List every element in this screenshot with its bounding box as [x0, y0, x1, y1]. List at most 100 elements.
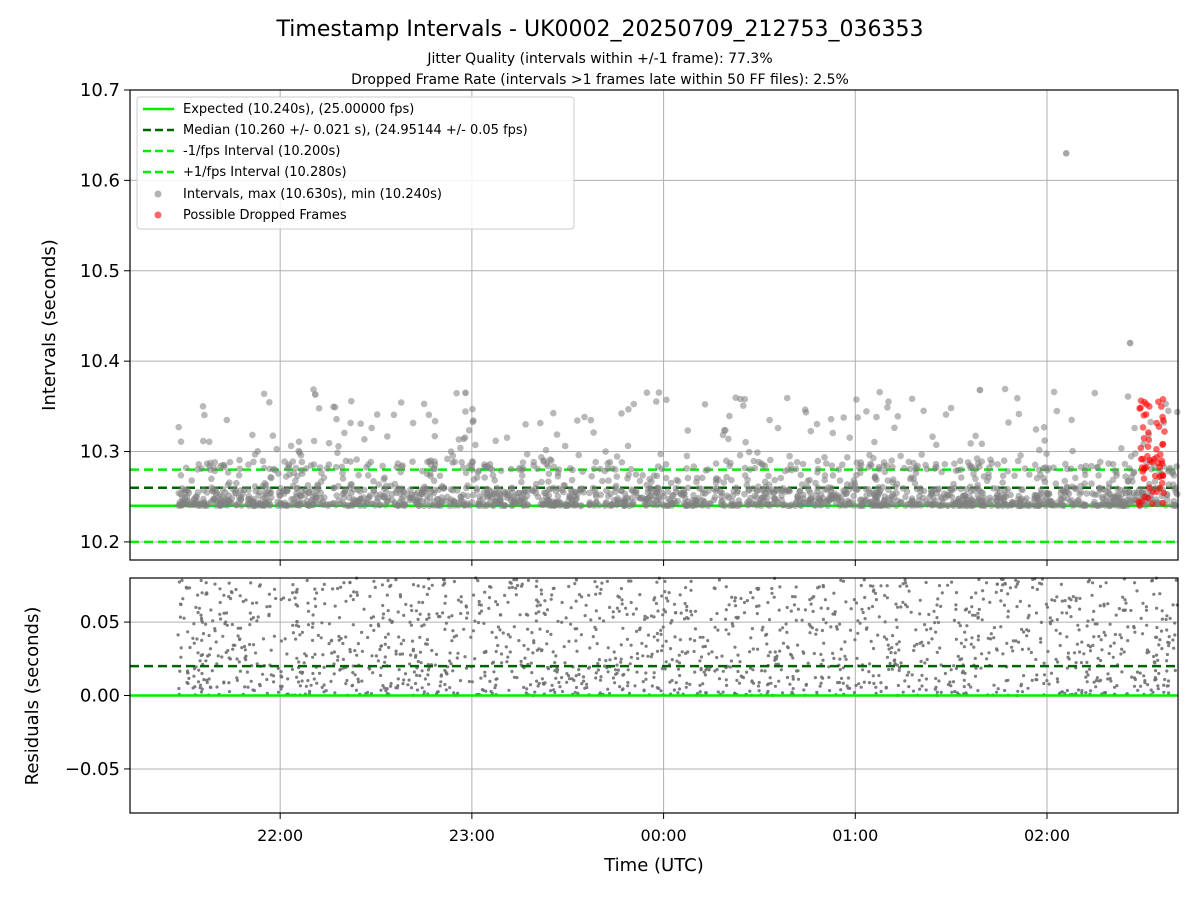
residual-point [821, 585, 826, 589]
residual-point [471, 629, 475, 633]
residual-point [290, 667, 294, 672]
residual-point [296, 680, 301, 684]
residual-point [438, 684, 442, 688]
residual-point [788, 682, 792, 686]
interval-point [1017, 452, 1024, 459]
interval-point [632, 489, 640, 497]
interval-point [1011, 472, 1018, 480]
interval-point [1166, 464, 1174, 472]
residual-point [417, 600, 421, 604]
residual-point [615, 671, 619, 675]
interval-point [233, 501, 240, 509]
interval-point [743, 499, 751, 507]
residual-point [291, 583, 295, 587]
interval-point [888, 457, 895, 465]
residual-point [448, 651, 452, 655]
residual-point [181, 597, 185, 601]
residual-point [935, 603, 939, 607]
residual-point [936, 620, 941, 625]
residual-point [919, 659, 923, 664]
interval-point [632, 471, 640, 478]
residual-point [348, 650, 352, 654]
residual-point [1103, 633, 1107, 637]
residual-point [1015, 605, 1019, 609]
dropped-frame-point [1155, 398, 1162, 406]
residual-point [388, 618, 392, 622]
residual-point [598, 678, 603, 682]
residual-point [507, 688, 511, 692]
residual-point [291, 623, 295, 628]
residual-point [1006, 592, 1010, 596]
residual-point [907, 685, 911, 689]
interval-point [767, 456, 774, 464]
interval-point [899, 485, 907, 492]
residual-point [1171, 638, 1175, 642]
residual-point [1080, 689, 1084, 693]
residual-point [1121, 595, 1125, 599]
residual-point [383, 660, 387, 664]
residual-point [1135, 589, 1139, 593]
intervals-y-tick-label-2: 10.4 [80, 351, 120, 372]
residual-point [920, 640, 924, 644]
interval-point [240, 486, 248, 494]
interval-point [718, 501, 725, 509]
residual-point [923, 623, 927, 627]
residual-point [704, 668, 708, 672]
residual-point [1173, 621, 1177, 625]
residual-point [693, 670, 697, 674]
residual-point [1091, 643, 1095, 648]
residual-point [356, 642, 360, 646]
residual-point [176, 633, 180, 637]
residual-point [248, 642, 252, 647]
residual-point [1167, 635, 1171, 639]
residual-point [652, 671, 656, 675]
residual-point [683, 601, 687, 606]
residual-point [741, 676, 746, 680]
interval-point [596, 465, 604, 473]
interval-point [1120, 502, 1127, 510]
intervals-y-tick-label-0: 10.2 [80, 532, 120, 553]
interval-point [1091, 389, 1099, 397]
residual-point [631, 612, 636, 616]
dropped-frame-point [1139, 424, 1147, 431]
x-tick-label-4: 02:00 [1024, 826, 1070, 845]
residual-point [447, 615, 451, 619]
interval-point [330, 484, 338, 492]
interval-point [950, 480, 957, 488]
interval-point [489, 502, 496, 509]
residual-point [731, 624, 735, 628]
dropped-frame-point [1161, 428, 1168, 435]
residual-point [1034, 657, 1038, 662]
residual-point [197, 606, 202, 610]
residual-point [316, 633, 320, 638]
residual-point [976, 634, 981, 638]
residual-point [435, 612, 439, 616]
interval-point [773, 501, 781, 508]
dropped-frame-point [1144, 443, 1152, 451]
interval-point [586, 489, 593, 497]
interval-point [348, 397, 355, 405]
interval-point [194, 489, 202, 496]
interval-point [185, 489, 193, 497]
residual-point [409, 686, 414, 690]
interval-point [1015, 492, 1023, 500]
residual-point [418, 635, 422, 640]
interval-point [829, 429, 837, 437]
chart-subtitle-jitter: Jitter Quality (intervals within +/-1 fr… [426, 51, 772, 67]
residual-point [641, 680, 645, 684]
residual-point [837, 680, 842, 685]
residual-point [371, 671, 375, 675]
residual-point [844, 600, 848, 604]
interval-point [1071, 484, 1079, 492]
residual-point [730, 595, 734, 599]
residual-point [1055, 618, 1059, 622]
interval-point [550, 498, 557, 506]
residual-point [526, 578, 531, 583]
residual-point [549, 689, 553, 693]
residual-point [768, 650, 772, 654]
residual-point [210, 669, 214, 673]
residual-point [768, 676, 772, 680]
residual-point [452, 579, 456, 584]
interval-point [463, 484, 470, 492]
residual-point [1124, 601, 1128, 605]
